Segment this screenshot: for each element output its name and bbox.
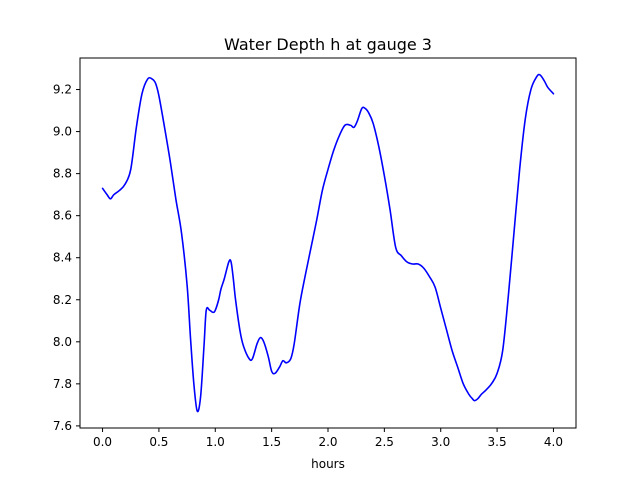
y-tick-label: 7.8: [53, 377, 72, 391]
series-layer: [101, 73, 555, 413]
series-line-0: [101, 73, 555, 413]
x-tick-label: 0.5: [149, 435, 168, 449]
x-tick-label: 1.5: [262, 435, 281, 449]
x-tick-label: 3.0: [431, 435, 450, 449]
y-tick-label: 8.6: [53, 209, 72, 223]
x-tick-label: 2.5: [375, 435, 394, 449]
y-axis-ticks: 7.6 7.8 8.0 8.2 8.4 8.6 8.8 9.0 9.2: [53, 83, 80, 433]
x-tick-label: 0.0: [93, 435, 112, 449]
y-tick-label: 7.6: [53, 419, 72, 433]
x-tick-label: 1.0: [206, 435, 225, 449]
x-axis-label: hours: [311, 457, 345, 471]
y-tick-label: 8.4: [53, 251, 72, 265]
x-tick-label: 4.0: [544, 435, 563, 449]
plot-area-frame: [79, 57, 577, 429]
chart-title: Water Depth h at gauge 3: [224, 35, 432, 54]
y-tick-label: 9.2: [53, 83, 72, 97]
y-tick-label: 8.0: [53, 335, 72, 349]
y-tick-label: 8.2: [53, 293, 72, 307]
y-tick-label: 9.0: [53, 125, 72, 139]
y-tick-label: 8.8: [53, 167, 72, 181]
x-tick-label: 2.0: [318, 435, 337, 449]
x-tick-label: 3.5: [488, 435, 507, 449]
x-axis-ticks: 0.0 0.5 1.0 1.5 2.0 2.5 3.0 3.5 4.0: [93, 428, 563, 449]
